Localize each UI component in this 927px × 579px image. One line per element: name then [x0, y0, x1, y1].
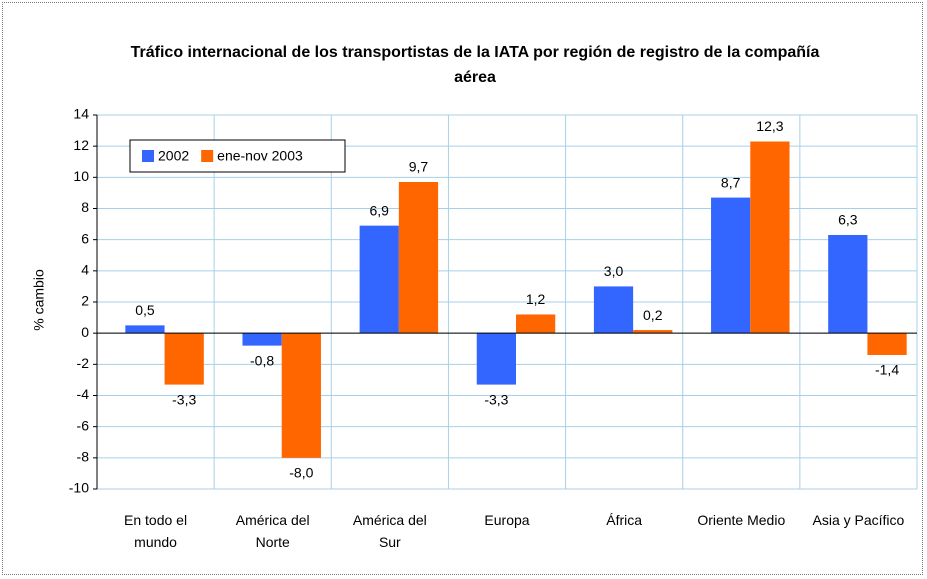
bar — [711, 197, 751, 334]
legend-label: ene-nov 2003 — [217, 148, 303, 164]
y-tick-label: 2 — [81, 293, 89, 309]
value-label: 8,7 — [721, 174, 741, 190]
y-tick-label: -2 — [77, 355, 90, 371]
value-label: -3,3 — [484, 391, 508, 407]
x-tick-label: En todo el mundo — [124, 512, 188, 550]
y-tick-label: -10 — [69, 480, 89, 496]
x-tick-label: Oriente Medio — [697, 512, 786, 528]
legend-swatch — [142, 150, 154, 162]
value-label: 3,0 — [604, 263, 624, 279]
y-tick-label: 10 — [73, 168, 89, 184]
bar — [476, 333, 516, 385]
y-tick-label: -4 — [77, 386, 90, 402]
x-tick-label: Asia y Pacífico — [812, 512, 905, 528]
x-tick-label: América del Sur — [352, 512, 427, 550]
value-label: 0,2 — [643, 307, 663, 323]
y-tick-label: 8 — [81, 199, 89, 215]
chart-title: Tráfico internacional de los transportis… — [130, 44, 820, 86]
y-tick-label: 4 — [81, 262, 89, 278]
value-label: 1,2 — [526, 291, 546, 307]
bar — [359, 225, 399, 334]
bar — [398, 182, 439, 334]
bar — [828, 234, 868, 334]
y-tick-label: 0 — [81, 324, 89, 340]
x-tick-label: Europa — [484, 512, 530, 528]
value-label: -3,3 — [172, 391, 196, 407]
legend-label: 2002 — [158, 148, 189, 164]
x-tick-label: África — [606, 512, 643, 528]
y-tick-label: 6 — [81, 230, 89, 246]
bar — [242, 333, 282, 346]
bar — [633, 330, 673, 334]
bar — [516, 314, 556, 334]
value-label: 0,5 — [135, 302, 155, 318]
y-tick-label: -6 — [77, 417, 90, 433]
bar — [281, 333, 321, 458]
value-label: -8,0 — [289, 465, 313, 481]
bar — [125, 325, 165, 334]
y-axis-label: % cambio — [31, 269, 47, 331]
y-tick-label: 12 — [73, 137, 89, 153]
value-label: 12,3 — [756, 118, 783, 134]
value-label: 6,3 — [838, 212, 858, 228]
x-tick-label: América del Norte — [235, 512, 310, 550]
y-tick-label: 14 — [73, 106, 89, 122]
legend-box — [129, 139, 346, 173]
value-label: 9,7 — [409, 159, 429, 175]
legend-swatch — [201, 150, 214, 162]
y-tick-label: -8 — [77, 449, 90, 465]
value-label: -0,8 — [250, 352, 274, 368]
bar — [593, 286, 634, 334]
bar — [164, 333, 204, 385]
bar — [867, 333, 907, 355]
value-label: -1,4 — [875, 362, 899, 378]
bar — [750, 141, 790, 334]
value-label: 6,9 — [370, 202, 390, 218]
